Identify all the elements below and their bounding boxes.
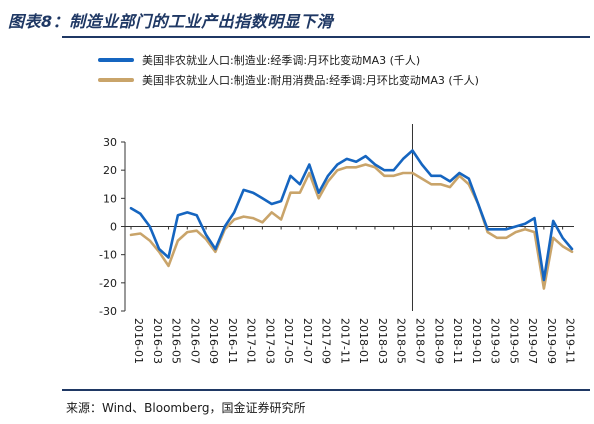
x-tick-label: 2019-01 [470,318,483,364]
legend-swatch-total [98,58,134,62]
y-tick-label: -30 [99,305,117,318]
legend-label-total: 美国非农就业人口:制造业:经季调:月环比变动MA3 (千人) [142,54,421,67]
x-tick-label: 2016-09 [207,318,220,364]
x-tick-label: 2018-11 [451,318,464,364]
source-note: 来源：Wind、Bloomberg，国金证券研究所 [66,401,306,415]
x-tick-label: 2017-03 [263,318,276,364]
x-tick-label: 2017-11 [338,318,351,364]
x-tick-label: 2019-09 [545,318,558,364]
legend-swatch-durable [98,78,134,82]
x-tick-label: 2018-07 [413,318,426,364]
figure-title: 图表8：制造业部门的工业产出指数明显下滑 [8,12,334,31]
x-tick-label: 2018-05 [395,318,408,364]
y-tick-label: -20 [99,277,117,290]
x-tick-label: 2018-09 [432,318,445,364]
series-line-0 [129,149,574,282]
y-tick-label: -10 [99,249,117,262]
title-rule [62,36,590,38]
y-tick-label: 0 [110,221,117,234]
x-tick-label: 2019-11 [564,318,577,364]
x-tick-label: 2016-07 [188,318,201,364]
x-tick-label: 2018-01 [357,318,370,364]
x-tick-label: 2016-01 [132,318,145,364]
y-tick-label: 10 [103,192,117,205]
y-tick-label: 30 [103,136,117,149]
x-tick-label: 2016-03 [151,318,164,364]
x-tick-label: 2017-01 [245,318,258,364]
legend-label-durable: 美国非农就业人口:制造业:耐用消费品:经季调:月环比变动MA3 (千人) [142,74,479,87]
x-tick-label: 2019-03 [489,318,502,364]
source-rule [62,389,590,391]
x-tick-label: 2017-09 [320,318,333,364]
x-tick-label: 2018-03 [376,318,389,364]
legend-item-durable: 美国非农就业人口:制造业:耐用消费品:经季调:月环比变动MA3 (千人) [98,70,479,90]
chart-legend: 美国非农就业人口:制造业:经季调:月环比变动MA3 (千人) 美国非农就业人口:… [98,50,479,90]
x-tick-label: 2019-07 [526,318,539,364]
y-tick-label: 20 [103,164,117,177]
x-tick-label: 2016-11 [226,318,239,364]
x-tick-label: 2017-07 [301,318,314,364]
legend-item-total: 美国非农就业人口:制造业:经季调:月环比变动MA3 (千人) [98,50,479,70]
x-tick-label: 2017-05 [282,318,295,364]
x-tick-label: 2016-05 [170,318,183,364]
series-line-1 [129,163,574,290]
x-tick-label: 2019-05 [507,318,520,364]
